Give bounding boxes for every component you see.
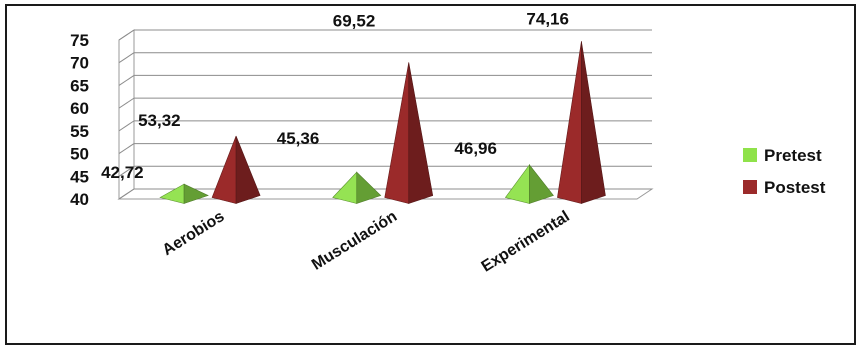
data-labels: 42,72 53,32 45,36 69,52 46,96 74,16 bbox=[101, 9, 569, 182]
data-label: 42,72 bbox=[101, 163, 144, 182]
gridline-side bbox=[118, 97, 135, 109]
y-tick-label: 65 bbox=[70, 76, 89, 95]
gridline-side bbox=[118, 52, 135, 64]
data-label: 46,96 bbox=[454, 139, 497, 158]
gridline-side bbox=[118, 188, 135, 200]
data-label: 69,52 bbox=[333, 11, 376, 30]
category-labels: Aerobios Musculación Experimental bbox=[160, 208, 573, 276]
category-label: Experimental bbox=[479, 208, 573, 276]
pyramid-mark bbox=[159, 183, 209, 204]
pyramid-mark bbox=[332, 171, 382, 204]
legend-swatch bbox=[743, 148, 757, 162]
y-tick-label: 75 bbox=[70, 31, 89, 50]
category-label: Aerobios bbox=[160, 208, 228, 259]
legend-item: Postest bbox=[743, 178, 826, 197]
pyramid-mark bbox=[211, 135, 261, 204]
data-label: 74,16 bbox=[526, 9, 569, 28]
legend-label: Pretest bbox=[764, 146, 822, 165]
data-label: 53,32 bbox=[138, 111, 181, 130]
y-tick-label: 70 bbox=[70, 54, 89, 73]
legend-swatch bbox=[743, 180, 757, 194]
gridline-side bbox=[118, 165, 135, 177]
y-tick-label: 55 bbox=[70, 122, 89, 141]
legend-item: Pretest bbox=[743, 146, 822, 165]
gridline-side bbox=[118, 120, 135, 132]
gridline-side bbox=[118, 29, 135, 41]
pyramid-chart: 40 45 50 55 60 65 70 75 42,72 53,32 45,36 69,52 46,… bbox=[70, 9, 826, 276]
data-label: 45,36 bbox=[277, 129, 320, 148]
pyramid-mark bbox=[384, 62, 434, 204]
gridline-side bbox=[118, 75, 135, 86]
y-tick-label: 40 bbox=[70, 190, 89, 209]
y-tick-label: 50 bbox=[70, 145, 89, 164]
pyramid-mark bbox=[557, 41, 606, 204]
legend-label: Postest bbox=[764, 178, 826, 197]
chart-marks bbox=[159, 41, 606, 204]
chart-frame: 40 45 50 55 60 65 70 75 42,72 53,32 45,36 69,52 46,… bbox=[5, 4, 856, 345]
y-tick-label: 60 bbox=[70, 99, 89, 118]
gridline-side bbox=[118, 143, 135, 154]
category-label: Musculación bbox=[309, 208, 400, 274]
y-axis-ticks: 40 45 50 55 60 65 70 75 bbox=[70, 31, 89, 209]
y-tick-label: 45 bbox=[70, 167, 89, 186]
legend: Pretest Postest bbox=[743, 146, 826, 197]
pyramid-mark bbox=[504, 163, 554, 204]
